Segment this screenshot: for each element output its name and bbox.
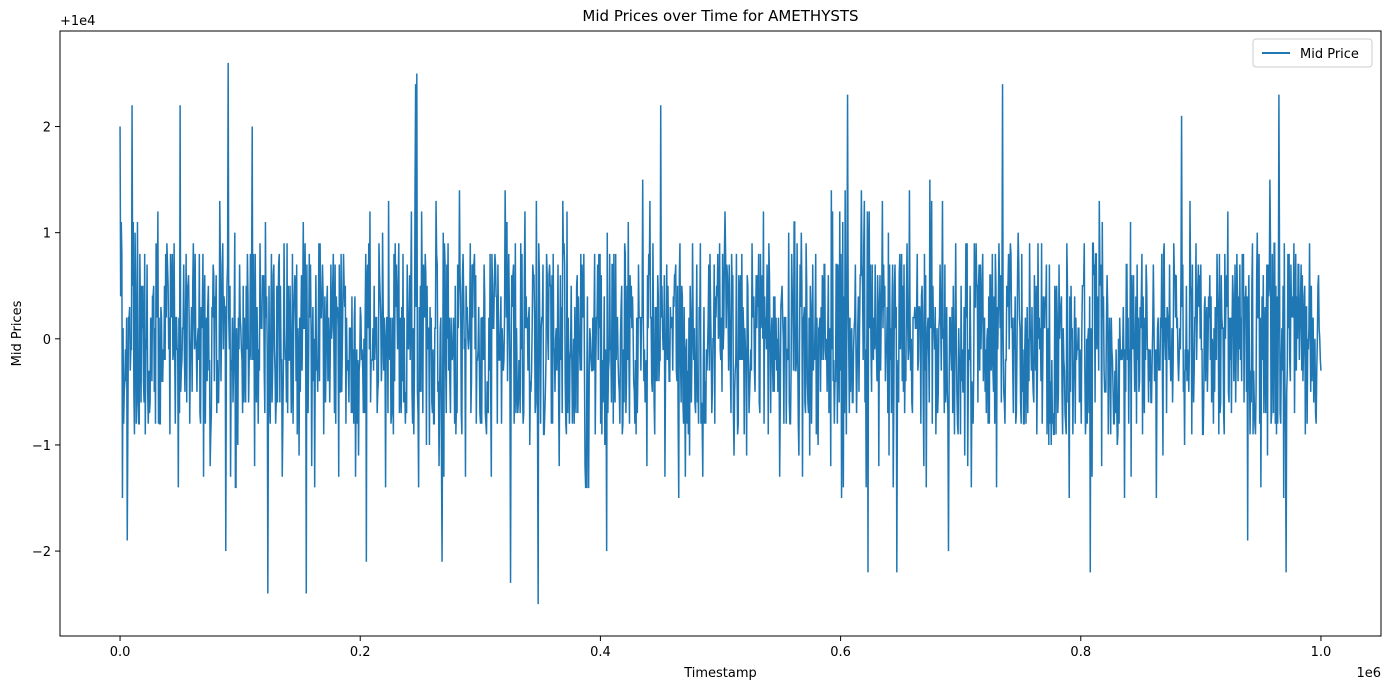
legend: Mid Price [1252,38,1373,68]
x-tick-label: 0.2 [350,645,371,660]
x-tick-label: 0.0 [110,645,131,660]
y-axis-ticks: −2 −1 0 1 2 [32,121,60,560]
x-axis-offset-label: 1e6 [1356,666,1381,681]
chart-title: Mid Prices over Time for AMETHYSTS [582,7,858,25]
y-axis-offset-label: +1e4 [60,14,95,29]
x-tick-label: 0.6 [830,645,851,660]
y-tick-label: 1 [43,227,51,242]
x-axis-label: Timestamp [683,666,757,681]
x-tick-label: 0.8 [1070,645,1091,660]
series-line-mid-price [119,62,1322,605]
y-tick-label: −1 [32,439,51,454]
x-tick-label: 0.4 [590,645,611,660]
y-tick-label: 2 [43,121,51,136]
x-axis-ticks: 0.0 0.2 0.4 0.6 0.8 1.0 [110,636,1332,660]
legend-box [1252,38,1373,68]
series-layer [119,62,1322,605]
axes-frame [59,30,1382,637]
legend-label: Mid Price [1300,47,1359,62]
y-tick-label: 0 [43,333,51,348]
x-tick-label: 1.0 [1311,645,1332,660]
y-tick-label: −2 [32,545,51,560]
y-axis-label: Mid Prices [10,300,25,366]
